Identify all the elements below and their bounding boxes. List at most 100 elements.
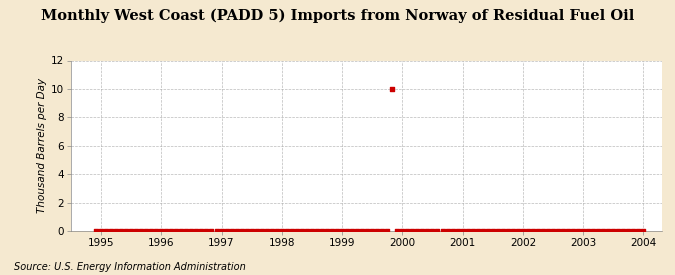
Point	[186, 229, 197, 233]
Point	[302, 229, 313, 233]
Point	[417, 229, 428, 233]
Point	[246, 229, 257, 233]
Point	[568, 229, 578, 233]
Point	[387, 87, 398, 91]
Point	[392, 229, 403, 233]
Point	[547, 229, 558, 233]
Point	[447, 229, 458, 233]
Point	[221, 229, 232, 233]
Point	[452, 229, 463, 233]
Point	[603, 229, 614, 233]
Point	[321, 229, 332, 233]
Point	[90, 229, 101, 233]
Point	[367, 229, 377, 233]
Point	[533, 229, 543, 233]
Point	[502, 229, 513, 233]
Point	[156, 229, 167, 233]
Point	[261, 229, 272, 233]
Point	[181, 229, 192, 233]
Point	[497, 229, 508, 233]
Point	[271, 229, 282, 233]
Point	[543, 229, 554, 233]
Point	[146, 229, 157, 233]
Point	[352, 229, 362, 233]
Point	[101, 229, 111, 233]
Y-axis label: Thousand Barrels per Day: Thousand Barrels per Day	[36, 78, 47, 213]
Point	[292, 229, 302, 233]
Point	[141, 229, 152, 233]
Point	[347, 229, 358, 233]
Point	[442, 229, 453, 233]
Point	[191, 229, 202, 233]
Point	[432, 229, 443, 233]
Point	[422, 229, 433, 233]
Point	[412, 229, 423, 233]
Point	[407, 229, 418, 233]
Point	[111, 229, 122, 233]
Point	[166, 229, 177, 233]
Point	[462, 229, 473, 233]
Point	[618, 229, 628, 233]
Point	[201, 229, 212, 233]
Point	[487, 229, 498, 233]
Point	[623, 229, 634, 233]
Point	[106, 229, 117, 233]
Point	[211, 229, 222, 233]
Point	[397, 229, 408, 233]
Point	[306, 229, 317, 233]
Point	[362, 229, 373, 233]
Point	[492, 229, 503, 233]
Point	[578, 229, 589, 233]
Point	[251, 229, 262, 233]
Point	[467, 229, 478, 233]
Point	[382, 229, 393, 233]
Point	[126, 229, 136, 233]
Point	[331, 229, 342, 233]
Point	[608, 229, 619, 233]
Point	[176, 229, 187, 233]
Point	[216, 229, 227, 233]
Point	[457, 229, 468, 233]
Point	[528, 229, 539, 233]
Point	[286, 229, 297, 233]
Point	[226, 229, 237, 233]
Point	[402, 229, 412, 233]
Point	[136, 229, 146, 233]
Point	[267, 229, 277, 233]
Point	[312, 229, 323, 233]
Point	[558, 229, 568, 233]
Point	[357, 229, 368, 233]
Point	[121, 229, 132, 233]
Point	[232, 229, 242, 233]
Point	[115, 229, 126, 233]
Point	[206, 229, 217, 233]
Point	[522, 229, 533, 233]
Point	[518, 229, 529, 233]
Point	[563, 229, 574, 233]
Point	[537, 229, 548, 233]
Point	[241, 229, 252, 233]
Point	[613, 229, 624, 233]
Text: Source: U.S. Energy Information Administration: Source: U.S. Energy Information Administ…	[14, 262, 245, 272]
Point	[573, 229, 584, 233]
Point	[327, 229, 338, 233]
Point	[372, 229, 383, 233]
Point	[583, 229, 593, 233]
Point	[483, 229, 493, 233]
Point	[281, 229, 292, 233]
Point	[427, 229, 438, 233]
Point	[588, 229, 599, 233]
Point	[512, 229, 523, 233]
Point	[437, 229, 448, 233]
Point	[553, 229, 564, 233]
Point	[196, 229, 207, 233]
Point	[477, 229, 488, 233]
Point	[337, 229, 348, 233]
Point	[628, 229, 639, 233]
Text: Monthly West Coast (PADD 5) Imports from Norway of Residual Fuel Oil: Monthly West Coast (PADD 5) Imports from…	[40, 8, 634, 23]
Point	[296, 229, 307, 233]
Point	[161, 229, 171, 233]
Point	[638, 229, 649, 233]
Point	[342, 229, 352, 233]
Point	[171, 229, 182, 233]
